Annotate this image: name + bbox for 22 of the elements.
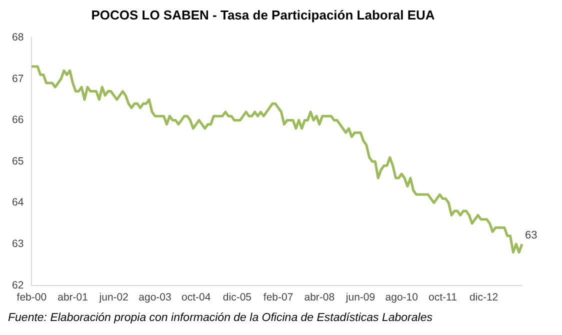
y-tick-label: 65 bbox=[12, 155, 24, 168]
x-tick-label: dic-12 bbox=[470, 292, 498, 304]
y-tick-label: 68 bbox=[12, 31, 24, 44]
y-tick-label: 62 bbox=[12, 279, 24, 292]
x-tick-label: feb-00 bbox=[16, 292, 47, 304]
y-tick-label: 67 bbox=[12, 72, 24, 85]
y-tick-label: 63 bbox=[12, 238, 24, 250]
y-tick-label: 64 bbox=[12, 196, 24, 209]
x-tick-label: abr-01 bbox=[58, 292, 88, 304]
x-tick-label: ago-10 bbox=[385, 292, 418, 304]
x-tick-label: feb-07 bbox=[263, 292, 294, 304]
x-tick-label: abr-08 bbox=[304, 292, 335, 304]
x-tick-label: jun-02 bbox=[98, 292, 129, 304]
y-tick-label: 66 bbox=[12, 114, 24, 126]
chart-title: POCOS LO SABEN - Tasa de Participación Laboral EUA bbox=[91, 7, 436, 22]
x-tick-label: ago-03 bbox=[138, 292, 172, 304]
x-tick-label: dic-05 bbox=[222, 292, 252, 304]
source-note: Fuente: Elaboración propia con información de la Oficina de Estadísticas Laborales bbox=[8, 312, 432, 324]
x-tick-label: oct-04 bbox=[182, 292, 211, 304]
data-label: 63 bbox=[525, 230, 538, 242]
x-tick-label: jun-09 bbox=[344, 292, 376, 304]
x-tick-label: oct-11 bbox=[428, 292, 458, 304]
